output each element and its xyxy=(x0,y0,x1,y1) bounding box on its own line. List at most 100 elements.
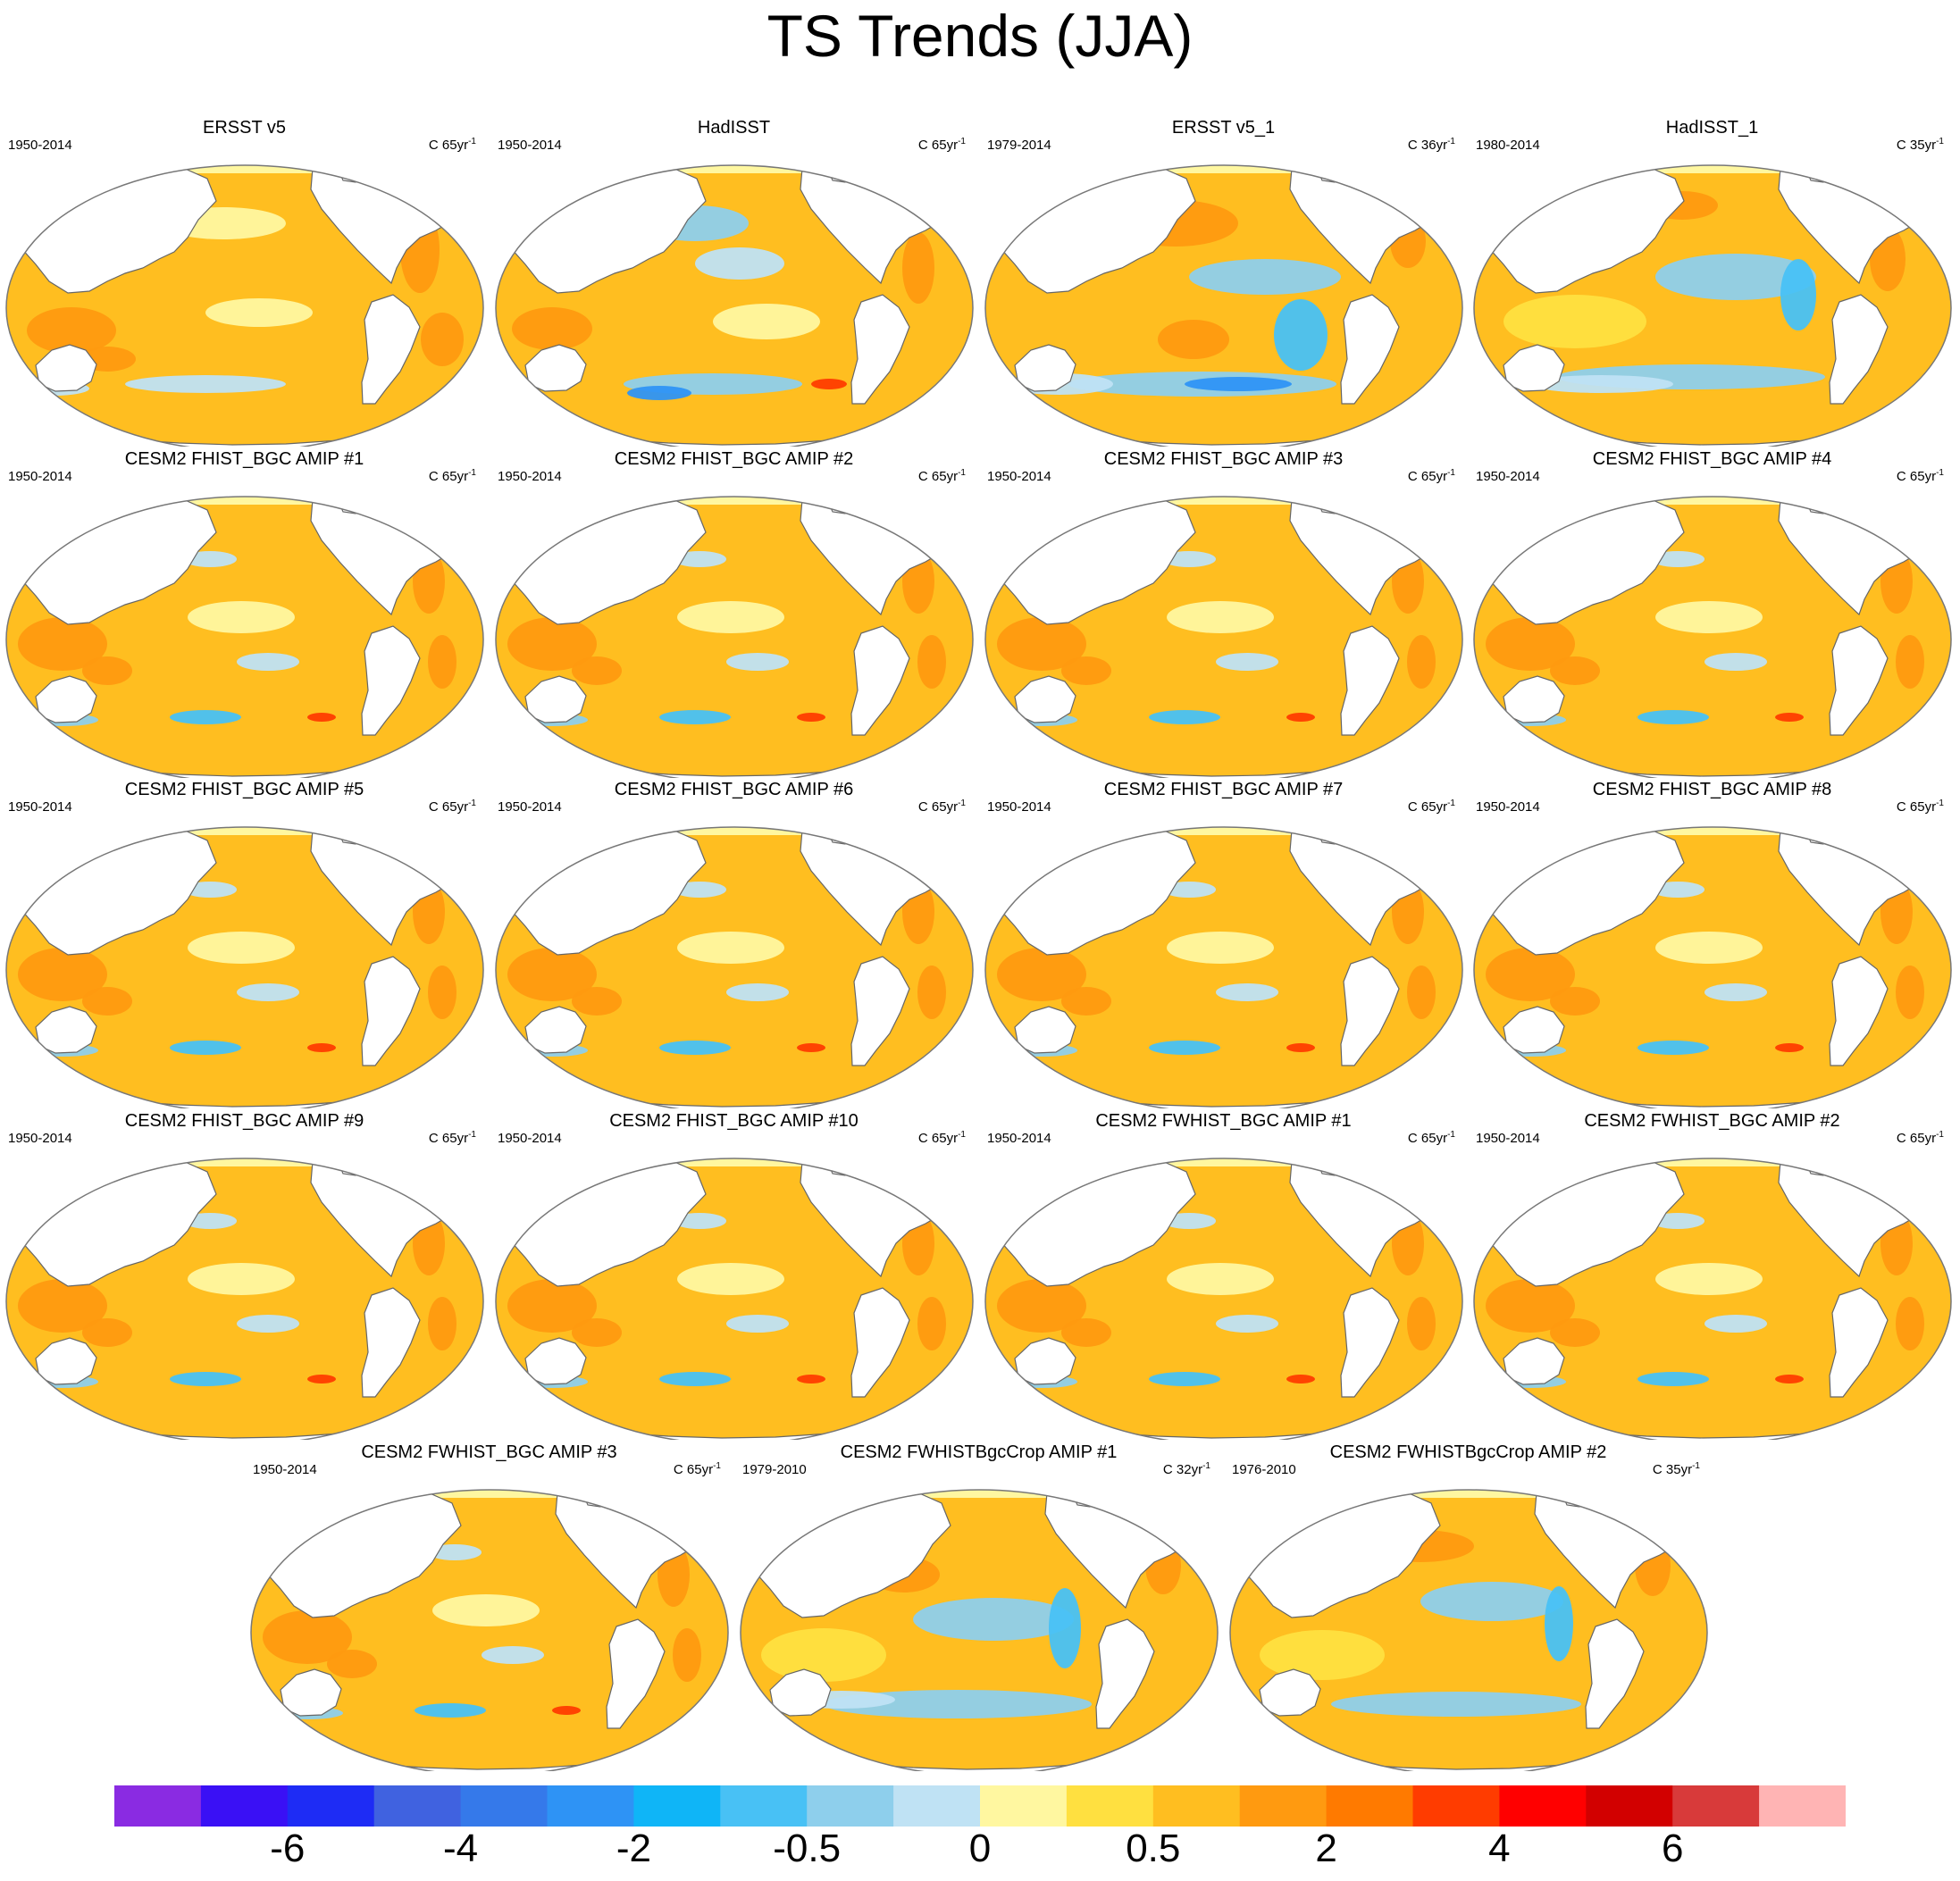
trend-patch xyxy=(1896,635,1924,689)
map-outline xyxy=(1473,164,1952,447)
trend-patch xyxy=(797,1043,825,1052)
trend-patch xyxy=(183,551,237,567)
units-exponent: -1 xyxy=(468,137,476,146)
arctic-band xyxy=(1474,165,1951,173)
panel-units: C 65yr-1 xyxy=(918,465,966,485)
map-outline xyxy=(5,1158,484,1440)
trend-patch xyxy=(1655,254,1816,300)
map-plot xyxy=(495,496,974,778)
colorbar-box xyxy=(1066,1785,1154,1827)
colorbar-box xyxy=(1326,1785,1413,1827)
map-outline xyxy=(1473,496,1952,778)
trend-patch xyxy=(917,966,946,1019)
colorbar-box xyxy=(980,1785,1068,1827)
trend-patch xyxy=(237,1315,299,1333)
land-southamerica xyxy=(850,1287,910,1398)
trend-patch xyxy=(726,983,789,1001)
map-plot xyxy=(5,496,484,778)
panel-period: 1950-2014 xyxy=(253,1462,317,1477)
colorbar-tick-label: 2 xyxy=(1315,1827,1337,1870)
map-outline xyxy=(1473,826,1952,1108)
trend-patch xyxy=(1597,1158,1615,1167)
units-text: C 36yr xyxy=(1407,138,1448,153)
panel-units: C 65yr-1 xyxy=(1897,465,1944,485)
map-outline xyxy=(1473,1158,1952,1440)
map-plot xyxy=(984,826,1463,1108)
trend-patch xyxy=(18,1279,107,1333)
arctic-band xyxy=(6,165,483,173)
trend-patch xyxy=(130,1158,147,1167)
trend-patch xyxy=(237,983,299,1001)
colorbar-tick-label: -4 xyxy=(443,1827,479,1870)
trend-patch xyxy=(18,948,107,1001)
trend-patch xyxy=(170,710,241,724)
trend-patch xyxy=(673,551,726,567)
map-plot xyxy=(984,164,1463,447)
trend-patch xyxy=(1260,1630,1385,1680)
colorbar-box xyxy=(200,1785,289,1827)
trend-patch xyxy=(619,827,637,836)
panel-title: CESM2 FWHIST_BGC AMIP #1 xyxy=(1095,1111,1352,1131)
trend-patch xyxy=(1486,948,1575,1001)
land-southamerica xyxy=(850,294,910,405)
units-exponent: -1 xyxy=(713,1461,721,1471)
units-text: C 65yr xyxy=(673,1462,714,1477)
units-exponent: -1 xyxy=(1936,137,1944,146)
panel-units: C 65yr-1 xyxy=(918,134,966,154)
trend-patch xyxy=(1216,1315,1278,1333)
trend-patch xyxy=(659,1372,731,1386)
panel-title: CESM2 FWHIST_BGC AMIP #3 xyxy=(361,1442,617,1462)
trend-patch xyxy=(428,966,456,1019)
arctic-band xyxy=(6,827,483,835)
trend-patch xyxy=(1158,320,1229,359)
trend-patch xyxy=(1216,983,1278,1001)
trend-patch xyxy=(507,1279,597,1333)
panel-title: CESM2 FHIST_BGC AMIP #6 xyxy=(614,780,854,799)
trend-patch xyxy=(1109,827,1127,836)
trend-patch xyxy=(82,656,132,685)
units-exponent: -1 xyxy=(1692,1461,1700,1471)
units-exponent: -1 xyxy=(958,137,966,146)
trend-patch xyxy=(1185,377,1292,391)
panel-units: C 65yr-1 xyxy=(1897,796,1944,815)
trend-patch xyxy=(188,1263,295,1295)
trend-patch xyxy=(1775,1375,1804,1384)
units-exponent: -1 xyxy=(1202,1461,1210,1471)
units-text: C 65yr xyxy=(428,138,469,153)
trend-patch xyxy=(1167,601,1274,633)
map-outline xyxy=(495,1158,974,1440)
trend-patch xyxy=(713,304,820,339)
trend-patch xyxy=(1149,1372,1220,1386)
trend-patch xyxy=(428,1544,482,1560)
units-exponent: -1 xyxy=(958,1130,966,1140)
units-exponent: -1 xyxy=(468,798,476,808)
trend-patch xyxy=(1504,295,1646,348)
panel-units: C 65yr-1 xyxy=(1897,1127,1944,1147)
colorbar-tick-label: 0.5 xyxy=(1126,1827,1181,1870)
panel-period: 1950-2014 xyxy=(8,799,72,815)
panel-units: C 65yr-1 xyxy=(429,1127,476,1147)
trend-patch xyxy=(1780,259,1816,330)
trend-patch xyxy=(1705,653,1767,671)
panel-period: 1950-2014 xyxy=(1476,1131,1540,1146)
land-southamerica xyxy=(1340,1287,1400,1398)
trend-patch xyxy=(761,1628,886,1682)
panel-title: CESM2 FHIST_BGC AMIP #8 xyxy=(1592,780,1832,799)
map-outline xyxy=(495,164,974,447)
map-panel: CESM2 FWHIST_BGC AMIP #1 1950-2014 C 65yr-… xyxy=(979,1109,1468,1440)
land-southamerica xyxy=(1829,625,1889,736)
land-southamerica xyxy=(850,625,910,736)
trend-patch xyxy=(374,1490,392,1499)
land-southamerica xyxy=(850,956,910,1066)
colorbar-box xyxy=(1672,1785,1760,1827)
trend-patch xyxy=(1407,966,1436,1019)
trend-patch xyxy=(307,1375,336,1384)
trend-patch xyxy=(125,375,286,393)
trend-patch xyxy=(677,601,784,633)
trend-patch xyxy=(913,1598,1074,1641)
trend-patch xyxy=(1597,827,1615,836)
trend-patch xyxy=(18,617,107,671)
trend-patch xyxy=(507,617,597,671)
units-text: C 65yr xyxy=(1896,1131,1937,1146)
trend-patch xyxy=(1597,497,1615,506)
